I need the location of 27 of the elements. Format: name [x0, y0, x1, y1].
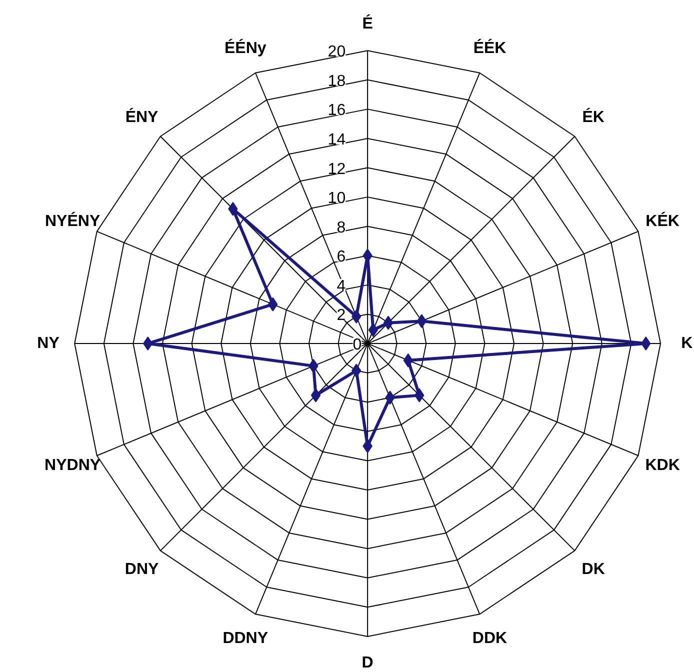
spoke-label: ÉNY: [125, 107, 159, 126]
y-tick-label: 12: [328, 160, 346, 178]
spoke-label: K: [681, 335, 694, 352]
y-tick-label: 4: [336, 278, 346, 295]
spoke-label: ÉÉNy: [224, 38, 266, 58]
spoke-label: NYDNY: [44, 457, 101, 474]
spoke-label: KDK: [645, 457, 680, 474]
spoke-label: DDK: [472, 630, 508, 648]
spoke-label: ÉÉK: [473, 38, 507, 58]
spoke-label: DDNY: [222, 630, 268, 648]
spoke-label: NYÉNY: [44, 210, 100, 230]
y-tick-label: 14: [328, 131, 346, 148]
spoke-label: ÉK: [582, 107, 605, 126]
spoke-label: DNY: [124, 560, 159, 578]
y-tick-label: 6: [336, 248, 346, 266]
y-tick-label: 16: [328, 102, 346, 120]
spoke-label: KÉK: [646, 210, 680, 230]
y-tick-label: 20: [328, 44, 346, 61]
y-tick-label: 8: [336, 219, 346, 236]
y-tick-label: 18: [328, 72, 346, 90]
spoke-label: DK: [582, 560, 606, 578]
spoke-label: NY: [37, 335, 60, 352]
spoke-label: É: [362, 14, 374, 33]
y-tick-label: 10: [328, 190, 346, 208]
y-tick-label: 0: [352, 336, 362, 354]
y-tick-label: 2: [336, 307, 346, 324]
spoke-label: D: [362, 654, 374, 672]
